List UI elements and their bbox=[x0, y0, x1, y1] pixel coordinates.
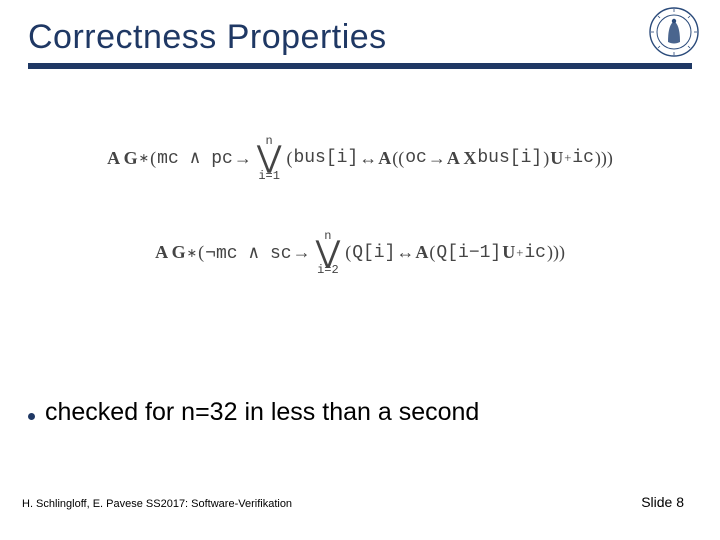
formula-2: A G∗ ( ¬mc ∧ sc → n ⋁ i=2 ( Q[i] ↔ A ( Q… bbox=[28, 230, 692, 277]
university-seal-logo bbox=[648, 6, 700, 58]
f2-bigvee-lower: i=2 bbox=[317, 264, 339, 276]
bullet-item: checked for n=32 in less than a second bbox=[28, 398, 692, 427]
f2-close: ))) bbox=[547, 242, 565, 263]
f2-qi1: Q[i−1] bbox=[436, 243, 501, 263]
f2-open: ( bbox=[198, 242, 204, 263]
f1-arrow: → bbox=[234, 148, 252, 169]
f2-a: A bbox=[415, 242, 428, 263]
footer-right: Slide 8 bbox=[641, 494, 684, 510]
f1-oc: oc bbox=[405, 148, 427, 168]
f2-ic: ic bbox=[524, 243, 546, 263]
slide-container: Correctness Properties A G∗ ( mc ∧ pc → … bbox=[0, 0, 720, 540]
f1-arrow2: → bbox=[428, 148, 446, 169]
f2-seg2-open: ( bbox=[429, 242, 435, 263]
f1-busi: bus[i] bbox=[293, 148, 358, 168]
f2-bigvee-symbol: ⋁ bbox=[316, 240, 341, 266]
f1-bigvee-lower: i=1 bbox=[258, 170, 280, 182]
f2-ag: A G bbox=[155, 242, 186, 263]
slide-title: Correctness Properties bbox=[28, 18, 692, 57]
f1-seg1-open: ( bbox=[286, 148, 292, 169]
f1-ax: A X bbox=[447, 148, 477, 169]
f1-bigvee: n ⋁ i=1 bbox=[257, 135, 282, 182]
f1-ic: ic bbox=[572, 148, 594, 168]
f2-lhs: ¬mc ∧ sc bbox=[205, 242, 291, 264]
bullet-dot-icon bbox=[28, 413, 35, 420]
f1-bigvee-symbol: ⋁ bbox=[257, 145, 282, 171]
f1-iff: ↔ bbox=[359, 148, 377, 169]
title-rule bbox=[28, 63, 692, 69]
f2-arrow: → bbox=[293, 242, 311, 263]
formula-1: A G∗ ( mc ∧ pc → n ⋁ i=1 ( bus[i] ↔ A ((… bbox=[28, 135, 692, 182]
f1-a: A bbox=[378, 148, 391, 169]
f2-u: U bbox=[502, 242, 515, 263]
f2-qi: Q[i] bbox=[352, 243, 395, 263]
f1-ag: A G bbox=[107, 148, 138, 169]
f1-u: U bbox=[550, 148, 563, 169]
f1-seg2-close: ) bbox=[543, 148, 549, 169]
f2-iff: ↔ bbox=[396, 242, 414, 263]
f2-seg1-open: ( bbox=[345, 242, 351, 263]
bullet-text: checked for n=32 in less than a second bbox=[45, 398, 479, 427]
f1-open: ( bbox=[150, 148, 156, 169]
f1-close: ))) bbox=[595, 148, 613, 169]
footer-left: H. Schlingloff, E. Pavese SS2017: Softwa… bbox=[22, 498, 292, 510]
f1-busi2: bus[i] bbox=[477, 148, 542, 168]
f1-seg2-open: (( bbox=[392, 148, 404, 169]
f2-bigvee: n ⋁ i=2 bbox=[316, 230, 341, 277]
f1-lhs: mc ∧ pc bbox=[157, 147, 233, 169]
